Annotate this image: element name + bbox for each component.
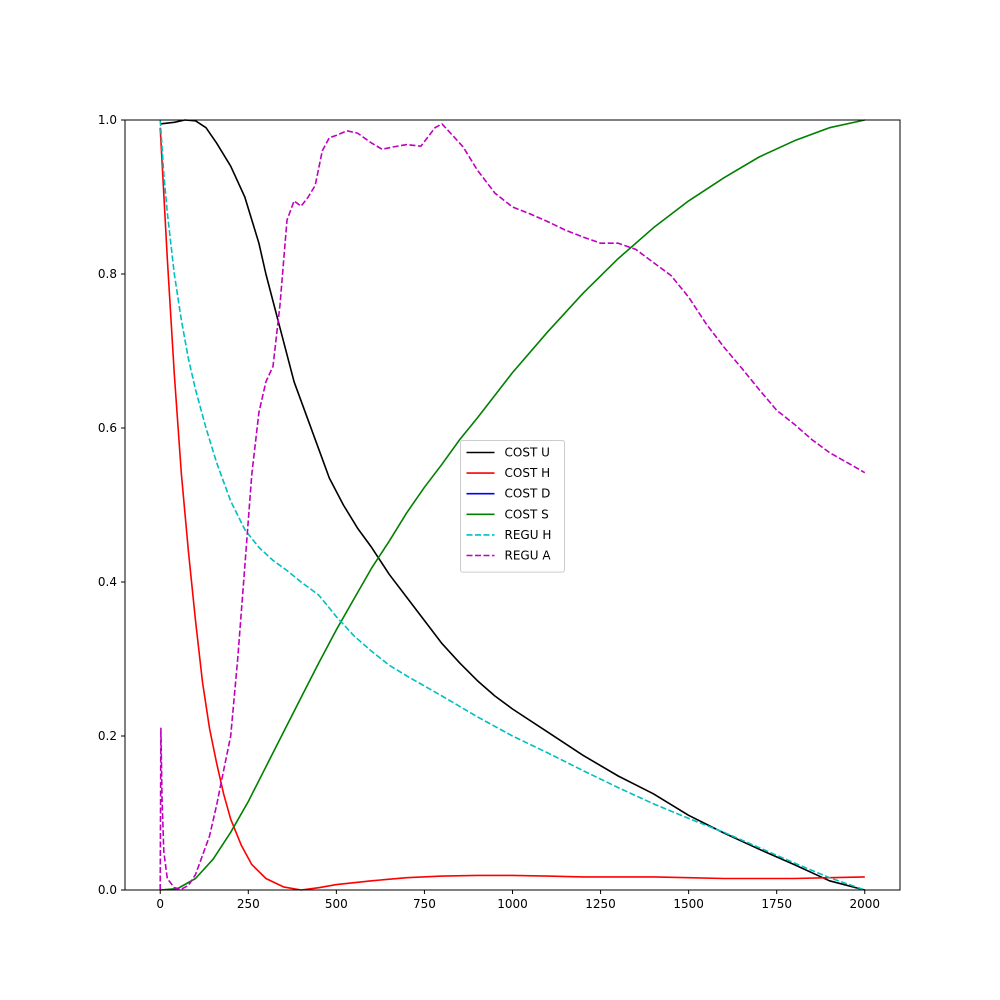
x-tick-label: 250 [237,897,260,911]
y-tick-label: 0.6 [98,421,117,435]
legend-label: COST H [505,466,551,480]
legend-label: COST U [505,446,550,460]
series-layer [159,119,866,891]
y-tick-label: 0.4 [98,575,117,589]
legend-label: COST S [505,507,549,521]
series-line-cost-u [160,119,866,891]
x-tick-label: 1500 [673,897,704,911]
y-tick-label: 0.0 [98,883,117,897]
y-tick-label: 0.8 [98,267,117,281]
legend: COST U COST H COST D COST S REGU H REGU A [460,440,565,573]
x-tick-label: 500 [325,897,348,911]
series-line-cost-h [159,127,865,891]
legend-label: COST D [505,487,551,501]
series-line-cost-s [160,119,865,891]
x-tick-label: 1000 [497,897,528,911]
y-axis: 0.0 0.2 0.4 0.6 0.8 1.0 [98,113,125,897]
x-tick-label: 1250 [585,897,616,911]
series-line-regu-a [159,123,866,891]
y-tick-label: 1.0 [98,113,117,127]
legend-label: REGU H [505,528,552,542]
x-axis: 0 250 500 750 1000 1250 1500 1750 2000 [156,890,880,911]
y-tick-label: 0.2 [98,729,117,743]
series-line-regu-h [159,119,866,891]
x-tick-label: 2000 [849,897,880,911]
x-tick-label: 1750 [761,897,792,911]
legend-label: REGU A [505,549,552,563]
x-tick-label: 750 [413,897,436,911]
x-tick-label: 0 [156,897,164,911]
